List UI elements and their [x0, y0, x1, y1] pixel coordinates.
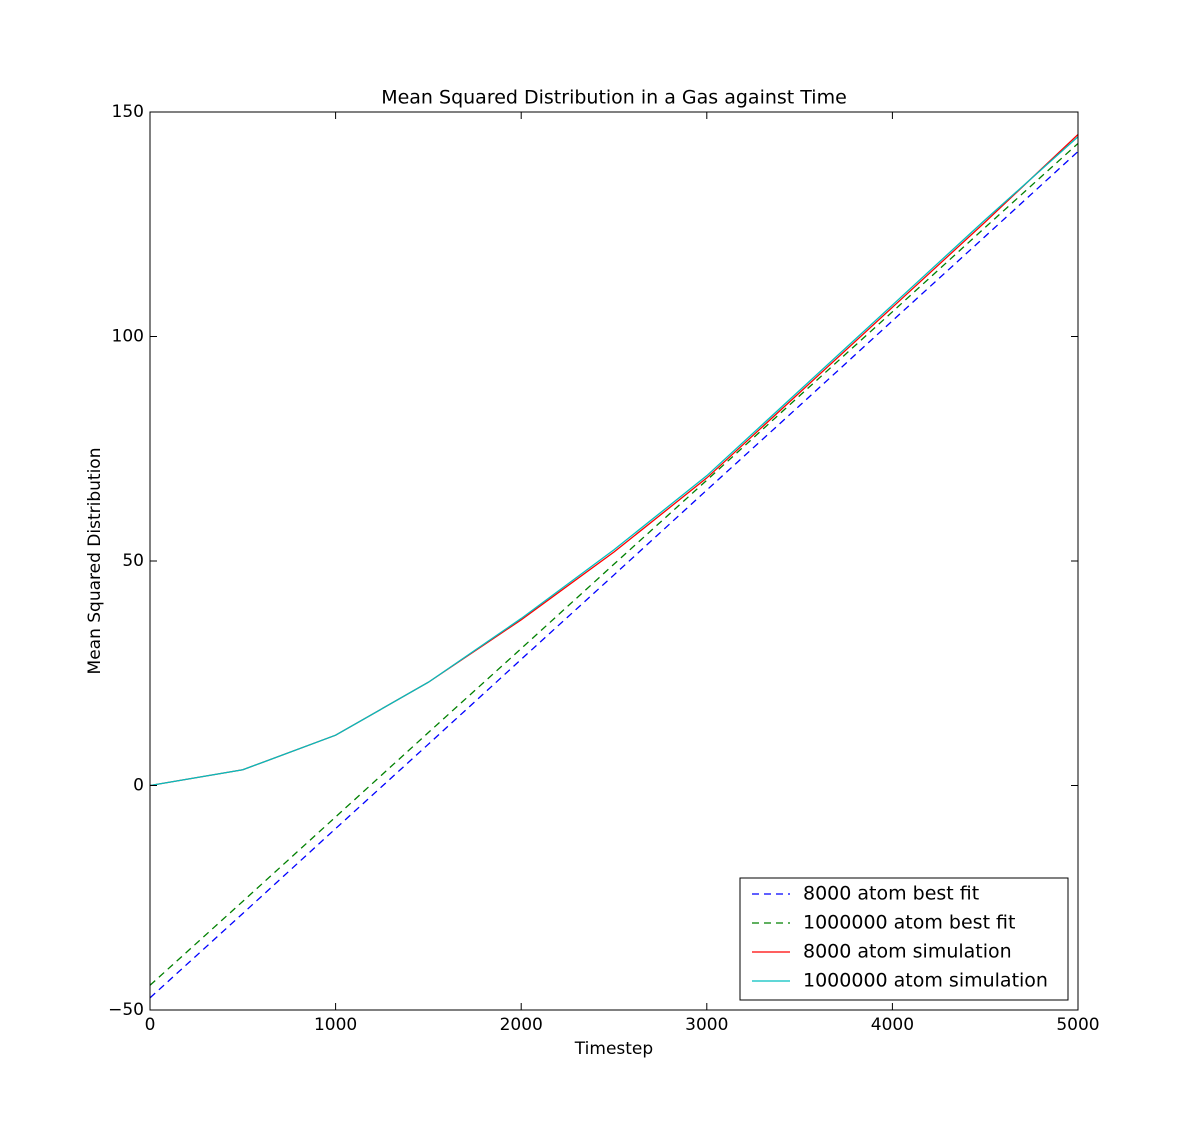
y-tick-label: 50	[122, 551, 144, 571]
plot-frame	[149, 111, 1079, 1011]
x-tick-label: 4000	[871, 1015, 914, 1035]
series-line	[150, 142, 1078, 986]
chart-title: Mean Squared Distribution in a Gas again…	[381, 87, 847, 109]
series-line	[150, 133, 1078, 787]
x-tick-label: 0	[145, 1015, 156, 1035]
legend-label: 8000 atom simulation	[803, 941, 1012, 963]
x-axis-label: Timestep	[574, 1039, 653, 1059]
x-tick-label: 2000	[500, 1015, 543, 1035]
y-tick-label: −50	[108, 1000, 144, 1020]
legend-label: 1000000 atom best fit	[803, 912, 1015, 934]
series-line	[150, 151, 1078, 999]
x-tick-label: 3000	[685, 1015, 728, 1035]
legend-label: 1000000 atom simulation	[803, 970, 1048, 992]
legend-label: 8000 atom best fit	[803, 883, 979, 905]
legend-box	[739, 877, 1069, 1001]
y-tick-label: 150	[112, 102, 144, 122]
series-line	[150, 136, 1078, 787]
y-tick-label: 100	[112, 327, 144, 347]
x-tick-label: 1000	[314, 1015, 357, 1035]
y-axis-label: Mean Squared Distribution	[85, 448, 105, 675]
y-tick-label: 0	[133, 776, 144, 796]
x-tick-label: 5000	[1056, 1015, 1099, 1035]
